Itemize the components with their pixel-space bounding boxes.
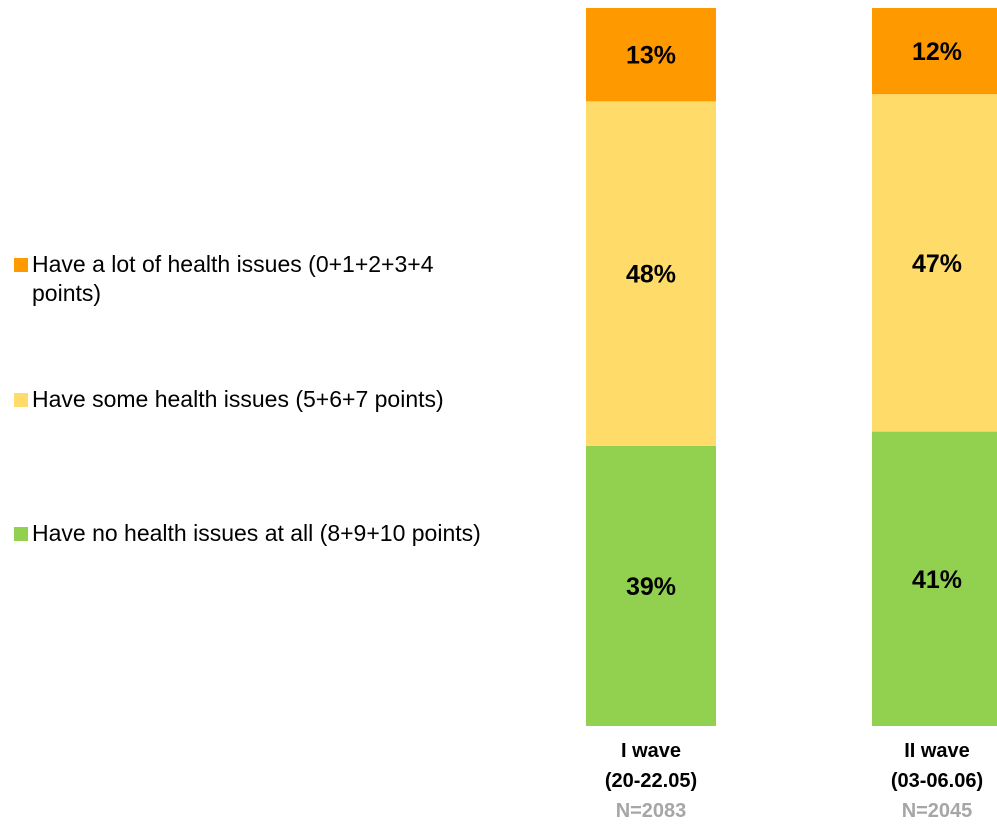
bar-segment	[586, 101, 716, 446]
bar-value-label: 39%	[626, 573, 676, 601]
bar-segment	[586, 445, 716, 726]
bar-segment	[872, 94, 997, 432]
legend-item: Have a lot of health issues (0+1+2+3+4 p…	[14, 250, 504, 308]
bar-value-label: 13%	[626, 42, 676, 70]
legend-swatch	[14, 393, 28, 407]
legend-label: Have a lot of health issues (0+1+2+3+4 p…	[32, 251, 434, 306]
bars-group	[586, 8, 997, 726]
sample-size-label: N=2045	[902, 800, 973, 822]
bar-value-label: 48%	[626, 261, 676, 289]
bar-segment	[872, 431, 997, 726]
category-label: II wave	[904, 740, 970, 762]
bar-value-label: 12%	[912, 38, 962, 66]
category-labels-group: I wave (20-22.05) N=2083 II wave (03-06.06) N…	[605, 740, 983, 822]
legend-label: Have some health issues (5+6+7 points)	[32, 386, 444, 412]
category-sublabel: (20-22.05)	[605, 770, 697, 792]
legend-item: Have some health issues (5+6+7 points)	[14, 385, 504, 414]
sample-size-label: N=2083	[616, 800, 687, 822]
bar-segment	[872, 8, 997, 95]
bar-value-label: 47%	[912, 250, 962, 278]
bar-segment	[586, 8, 716, 102]
legend-swatch	[14, 527, 28, 541]
value-labels-group: 39% 48% 13% 41% 47% 12%	[626, 38, 962, 601]
category-sublabel: (03-06.06)	[891, 770, 983, 792]
legend-item: Have no health issues at all (8+9+10 poi…	[14, 519, 504, 548]
bar-value-label: 41%	[912, 566, 962, 594]
legend-swatch	[14, 258, 28, 272]
category-label: I wave	[621, 740, 681, 762]
legend-label: Have no health issues at all (8+9+10 poi…	[32, 520, 481, 546]
